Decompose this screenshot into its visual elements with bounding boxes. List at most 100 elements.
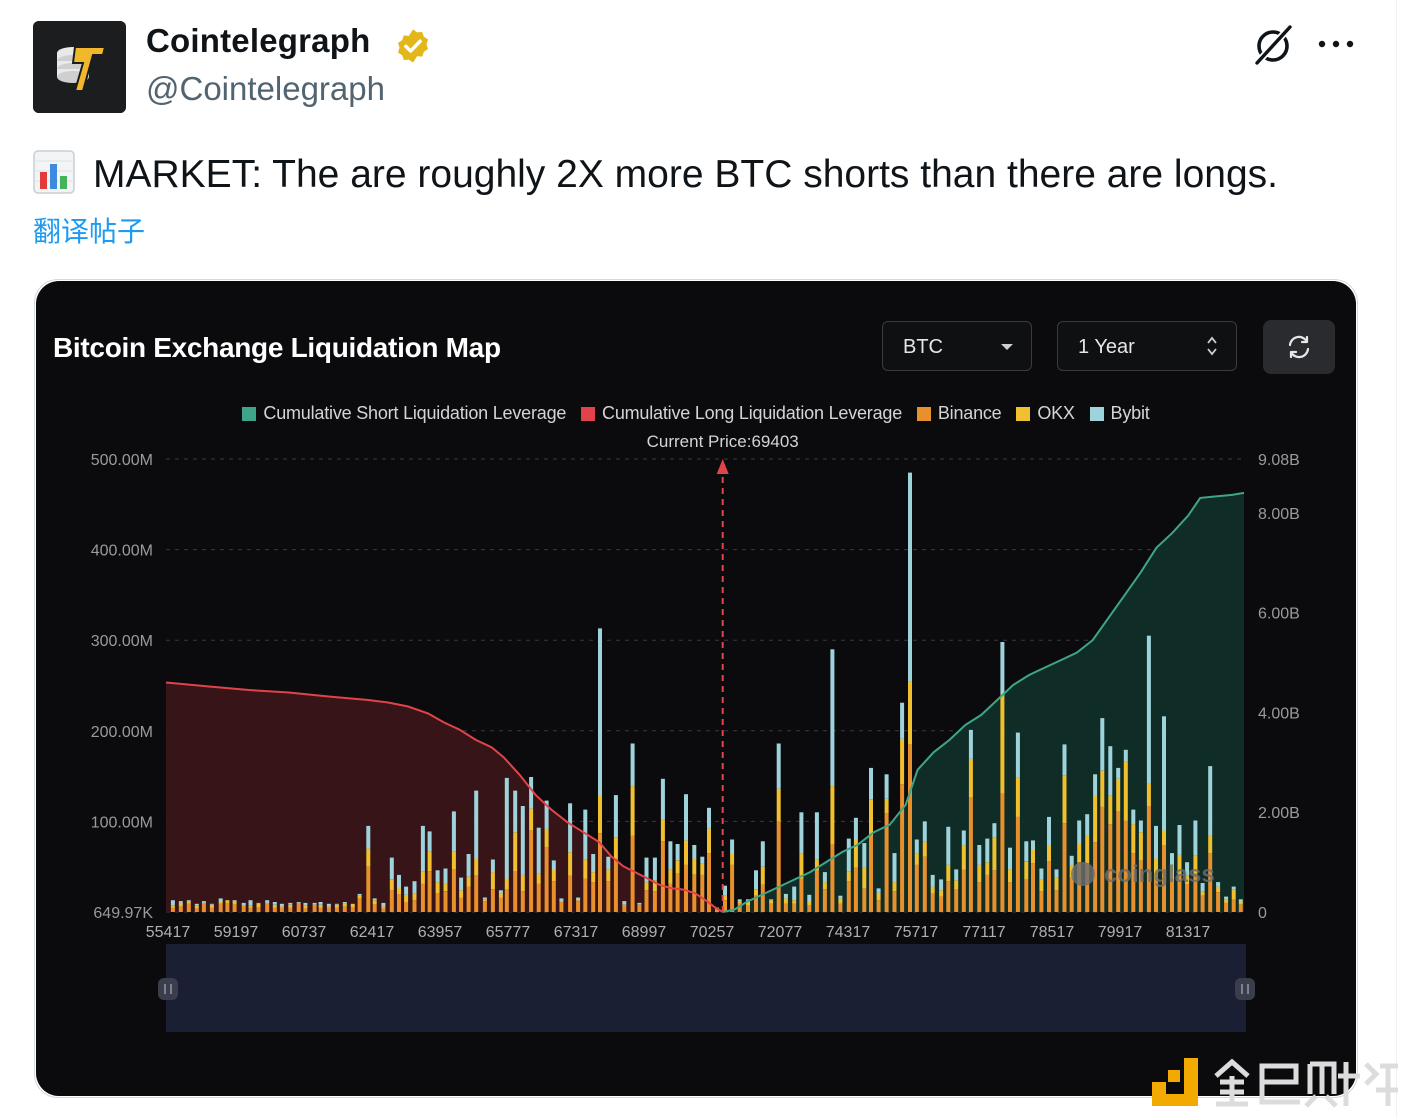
bar-okx [381,906,386,909]
bar-okx [303,905,308,909]
bar-binance [1177,873,1182,912]
bar-binance [498,897,503,912]
legend-swatch-binance [916,407,931,421]
bar-okx [194,905,199,909]
bar-okx [490,872,495,890]
bar-bybit [723,885,727,896]
author-handle[interactable]: @Cointelegraph [146,70,385,107]
translate-post-link[interactable]: 翻译帖子 [33,216,146,247]
bar-bybit [1154,825,1158,859]
range-handle-left[interactable] [158,978,178,1000]
y-left-tick-label: 500.00M [91,452,153,469]
more-options-icon[interactable] [1313,28,1359,60]
bar-okx [622,904,627,906]
liquidation-map-chart[interactable]: 649.97K 100.00M 200.00M 300.00M 400.00M 500.0… [36,281,1356,1096]
x-tick-label: 79917 [1098,924,1143,941]
bar-okx [218,902,223,904]
bar-bybit [194,903,199,906]
bar-okx [1123,761,1128,821]
bar-binance [1216,892,1221,912]
grok-icon[interactable] [1249,22,1297,70]
legend-item-short[interactable]: Cumulative Short Liquidation Leverage [242,403,566,424]
bar-okx [754,889,758,896]
bar-binance [1008,882,1012,912]
bar-bybit [1131,809,1136,825]
legend-item-bybit[interactable]: Bybit [1089,403,1150,424]
bar-bybit [1077,820,1082,845]
bar-binance [1154,878,1158,912]
x-tick-label: 65777 [486,924,531,941]
author-name[interactable]: Cointelegraph [146,22,371,59]
bar-binance [675,873,680,912]
bar-bybit [209,903,214,905]
bar-binance [178,906,183,912]
bar-bybit [420,825,425,872]
bar-okx [513,832,518,872]
bar-okx [1170,864,1174,880]
y-left-tick-label: 300.00M [91,633,153,650]
bar-okx [946,864,951,882]
y-right-tick-label: 6.00B [1258,606,1300,623]
bar-bybit [939,879,944,891]
bar-bybit [241,902,246,906]
bar-bybit [783,893,788,899]
bar-binance [876,900,881,912]
bar-bybit [1015,732,1020,778]
bar-bybit [613,795,618,838]
bar-binance [357,898,362,912]
bar-bybit [443,868,448,884]
bar-binance [241,906,246,912]
bar-okx [869,799,873,836]
bar-bybit [754,870,758,890]
bar-okx [707,828,711,854]
bar-bybit [303,902,308,906]
x-tick-label: 60737 [282,924,327,941]
x-tick-label: 55417 [146,924,191,941]
bar-bybit [591,854,596,873]
bar-okx [482,899,487,902]
bar-bybit [707,807,711,829]
bar-okx [930,886,935,894]
bar-okx [723,895,727,901]
bar-binance [930,893,935,912]
short-area-fill [722,492,1244,912]
range-select[interactable]: 1 Year [1057,321,1237,371]
bar-binance [389,890,394,912]
x-tick-label: 68997 [622,924,667,941]
bar-binance [884,813,889,912]
bar-binance [513,871,518,912]
bar-bybit [536,827,541,874]
bar-binance [908,744,912,912]
media-card[interactable]: Bitcoin Exchange Liquidation Map BTC 1 Y… [34,279,1358,1098]
bar-bybit [334,903,339,905]
coin-select[interactable]: BTC [882,321,1032,371]
y-left-tick-label: 200.00M [91,724,153,741]
range-handle-right[interactable] [1235,978,1255,1000]
avatar[interactable] [33,21,126,113]
refresh-button[interactable] [1263,320,1335,374]
bar-bybit [279,903,284,907]
bar-binance [1047,861,1051,912]
bar-binance [776,821,781,912]
bar-okx [922,841,927,857]
bar-okx [660,819,665,842]
legend-item-okx[interactable]: OKX [1016,403,1075,424]
bar-bybit [427,831,432,852]
bar-okx [968,758,973,797]
bar-binance [342,906,347,912]
range-select-value: 1 Year [1078,336,1135,358]
bar-binance [334,907,339,912]
chevron-down-icon [1001,344,1013,350]
legend-item-long[interactable]: Cumulative Long Liquidation Leverage [581,403,902,424]
bar-binance [914,864,919,912]
bar-okx [814,859,819,871]
coin-select-value: BTC [903,336,943,358]
bar-bybit [256,902,261,904]
bar-binance [1108,824,1113,912]
bar-bybit [342,902,347,904]
bar-binance [265,903,270,912]
legend-item-binance[interactable]: Binance [916,403,1002,424]
bar-bybit [1108,746,1113,796]
legend-label-bybit: Bybit [1110,403,1150,423]
verified-badge-icon[interactable] [394,27,432,65]
